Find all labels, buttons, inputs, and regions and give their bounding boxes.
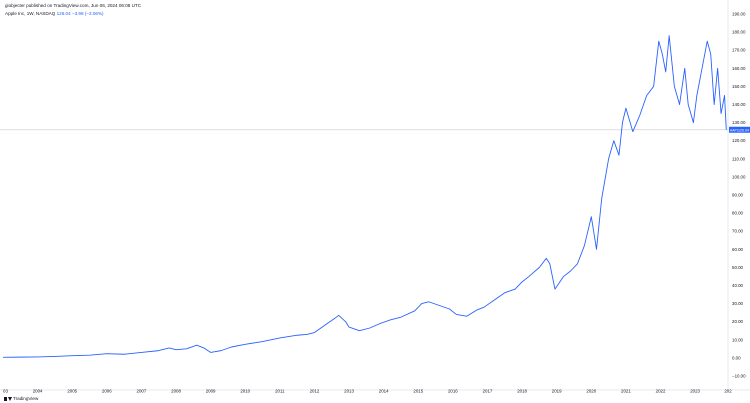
symbol-change: −3.98 (−3.06%) xyxy=(71,11,104,16)
y-tick-label: 100.00 xyxy=(732,174,746,179)
x-tick-label: 2013 xyxy=(344,389,354,394)
last-price-tag-symbol: AAPL xyxy=(730,128,739,132)
symbol-name: Apple Inc, 1W, NASDAQ xyxy=(5,11,56,16)
x-tick-label: 2011 xyxy=(275,389,285,394)
x-tick-label: 2019 xyxy=(552,389,562,394)
x-tick-label: 2023 xyxy=(690,389,700,394)
x-tick-label: 2015 xyxy=(413,389,423,394)
y-tick-label: 150.00 xyxy=(732,84,746,89)
y-tick-label: 130.00 xyxy=(732,120,746,125)
x-tick-label: 2021 xyxy=(621,389,631,394)
last-price-tag xyxy=(729,126,750,133)
y-tick-label: 40.00 xyxy=(732,283,744,288)
x-tick-label: 2007 xyxy=(137,389,147,394)
y-tick-label: 50.00 xyxy=(732,265,744,270)
y-tick-label: −10.00 xyxy=(732,373,746,378)
y-tick-label: 110.00 xyxy=(732,156,746,161)
y-tick-label: 60.00 xyxy=(732,247,744,252)
y-tick-label: 70.00 xyxy=(732,229,744,234)
last-price-tag-value: 126.04 xyxy=(738,128,749,132)
y-tick-label: 80.00 xyxy=(732,211,744,216)
x-tick-label: 2004 xyxy=(33,389,43,394)
footer-brand: TradingView xyxy=(13,396,39,401)
x-tick-label: 2009 xyxy=(206,389,216,394)
x-tick-label: 2005 xyxy=(67,389,77,394)
x-tick-label: 2022 xyxy=(656,389,666,394)
price-series-line xyxy=(2,35,727,358)
y-tick-label: 10.00 xyxy=(732,337,744,342)
x-tick-label: 2012 xyxy=(310,389,320,394)
y-tick-label: 160.00 xyxy=(732,66,746,71)
y-tick-label: 90.00 xyxy=(732,193,744,198)
x-tick-label: 2017 xyxy=(483,389,493,394)
y-tick-label: 180.00 xyxy=(732,30,746,35)
y-tick-label: 170.00 xyxy=(732,48,746,53)
y-tick-label: 190.00 xyxy=(732,12,746,17)
y-tick-label: 120.00 xyxy=(732,138,746,143)
y-tick-label: 0.00 xyxy=(732,355,741,360)
y-tick-label: 140.00 xyxy=(732,102,746,107)
x-tick-label: 2020 xyxy=(586,389,596,394)
x-tick-label: 2016 xyxy=(448,389,458,394)
y-tick-label: 30.00 xyxy=(732,301,744,306)
publisher-line: giobjecter published on TradingView.com,… xyxy=(5,3,142,8)
symbol-last: 126.04 xyxy=(56,11,71,16)
x-tick-label: 202 xyxy=(724,389,732,394)
x-tick-label: 2008 xyxy=(171,389,181,394)
tradingview-logo-icon xyxy=(4,396,12,401)
symbol-legend: Apple Inc, 1W, NASDAQ 126.04 −3.98 (−3.0… xyxy=(5,11,104,16)
x-tick-label: 03 xyxy=(3,389,8,394)
footer: TradingView xyxy=(4,396,38,401)
x-tick-label: 2018 xyxy=(517,389,527,394)
x-tick-label: 2010 xyxy=(240,389,250,394)
x-tick-label: 2006 xyxy=(102,389,112,394)
y-tick-label: 20.00 xyxy=(732,319,744,324)
x-tick-label: 2014 xyxy=(379,389,389,394)
